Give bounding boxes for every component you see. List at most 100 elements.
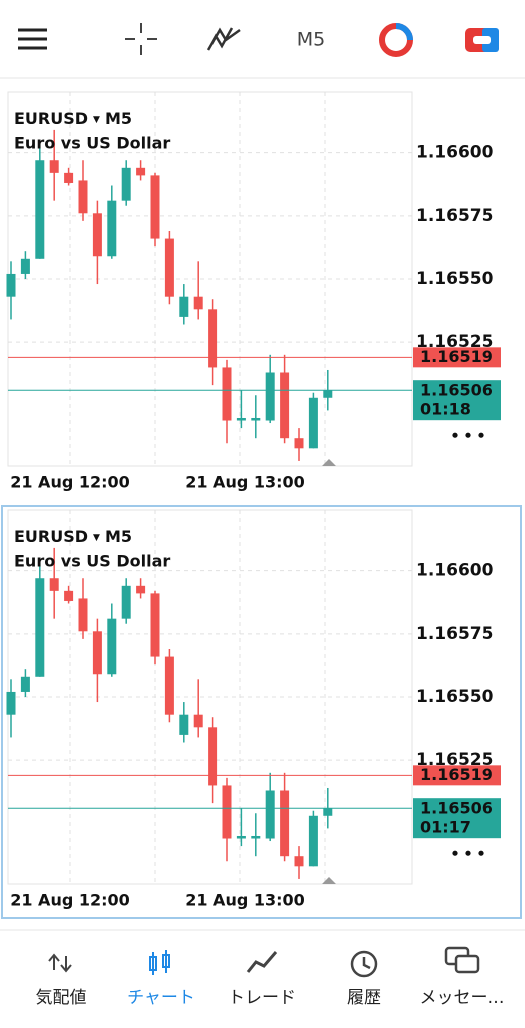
symbol-header: EURUSD ▼ M5 (14, 527, 132, 546)
timeframe: M5 (105, 527, 132, 546)
more-dot (452, 432, 458, 438)
candle-body (20, 676, 30, 692)
candle-body (308, 815, 318, 867)
candle-body (150, 175, 160, 239)
more-dot (478, 432, 484, 438)
candle-body (222, 785, 232, 839)
nav-tab[interactable]: 気配値 (36, 988, 87, 1008)
current-bar-marker (322, 877, 336, 884)
chart-icon (149, 950, 170, 975)
y-tick-label: 1.16550 (416, 269, 494, 289)
candle-body (136, 167, 146, 176)
y-tick-label: 1.16600 (416, 143, 494, 163)
candle-body (92, 213, 102, 257)
candle-body (179, 296, 189, 317)
candle-body (164, 656, 174, 715)
candle-body (236, 835, 246, 839)
indicators-button[interactable] (206, 27, 241, 51)
x-tick-label: 21 Aug 12:00 (10, 891, 130, 910)
candle-body (107, 618, 117, 675)
y-tick-label: 1.16600 (416, 561, 494, 581)
quotes-icon (48, 953, 72, 973)
symbol-header: EURUSD ▼ M5 (14, 109, 132, 128)
symbol: EURUSD (14, 109, 88, 128)
candle-body (179, 714, 189, 735)
symbol: EURUSD (14, 527, 88, 546)
candle-body (251, 417, 261, 421)
candle-body (121, 167, 131, 201)
symbol-description: Euro vs US Dollar (14, 134, 170, 153)
ask-label-box (413, 765, 501, 786)
y-tick-label: 1.16550 (416, 687, 494, 707)
nav-tab[interactable]: メッセー… (420, 988, 505, 1008)
more-dot (452, 850, 458, 856)
candle-body (107, 200, 117, 257)
one-click-button[interactable] (379, 23, 413, 57)
more-dot (465, 432, 471, 438)
dropdown-arrow: ▼ (93, 115, 100, 125)
timeframe-button[interactable]: M5 (297, 29, 325, 51)
candle-body (222, 367, 232, 421)
timeframe: M5 (105, 109, 132, 128)
y-tick-label: 1.16575 (416, 624, 493, 644)
candle-body (49, 578, 59, 591)
candle-body (308, 397, 318, 449)
ask-label-box (413, 347, 501, 368)
candle-body (78, 598, 88, 632)
nav-tab[interactable]: チャート (127, 988, 195, 1008)
ask-label: 1.16519 (420, 765, 493, 784)
candle-body (20, 258, 30, 274)
bid-label: 1.16506 (420, 799, 493, 818)
candle-body (294, 438, 304, 449)
y-tick-label: 1.16575 (416, 206, 493, 226)
candle-body (164, 238, 174, 297)
candle-body (265, 790, 275, 839)
candle-body (64, 172, 74, 183)
candle-body (136, 585, 146, 594)
candle-body (323, 808, 333, 816)
menu-button[interactable] (18, 28, 47, 50)
dropdown-arrow: ▼ (93, 533, 100, 543)
candle-body (150, 593, 160, 657)
candle-body (121, 585, 131, 619)
candle-body (208, 727, 218, 786)
bid-label: 1.16506 (420, 381, 493, 400)
nav-tab[interactable]: トレード (228, 988, 296, 1008)
bar-countdown: 01:17 (420, 818, 471, 837)
more-dot (478, 850, 484, 856)
candle-body (49, 160, 59, 173)
candle-body (35, 160, 45, 259)
bar-countdown: 01:18 (420, 400, 471, 419)
x-tick-label: 21 Aug 13:00 (185, 891, 305, 910)
messages-icon (444, 946, 480, 974)
more-dot (465, 850, 471, 856)
candle-body (236, 417, 246, 421)
candle-body (6, 691, 16, 715)
current-bar-marker (322, 459, 336, 466)
candle-body (92, 631, 102, 675)
crosshair-button[interactable] (125, 23, 157, 55)
candle-body (208, 309, 218, 368)
candle-body (78, 180, 88, 214)
selected-chart-frame (1, 505, 522, 919)
bid-label-box (413, 798, 501, 839)
symbol-description: Euro vs US Dollar (14, 552, 170, 571)
candle-body (35, 578, 45, 677)
bid-label-box (413, 380, 501, 421)
y-tick-label: 1.16525 (416, 750, 493, 770)
candle-body (64, 590, 74, 601)
candle-body (294, 856, 304, 867)
trade-icon (246, 951, 278, 973)
nav-tab[interactable]: 履歴 (347, 988, 381, 1008)
history-icon (350, 950, 378, 978)
trade-button[interactable] (465, 28, 499, 52)
y-tick-label: 1.16525 (416, 332, 493, 352)
candle-body (251, 835, 261, 839)
candle-body (280, 372, 290, 439)
candle-body (280, 790, 290, 857)
candle-body (265, 372, 275, 421)
candle-body (323, 390, 333, 398)
ask-label: 1.16519 (420, 347, 493, 366)
